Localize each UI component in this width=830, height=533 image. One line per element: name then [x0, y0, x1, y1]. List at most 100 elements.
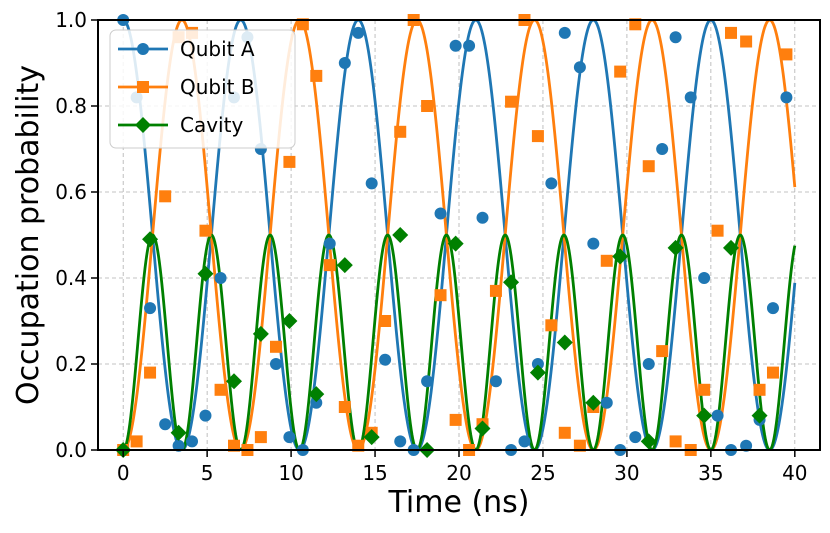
data-point-qubit-a — [684, 91, 697, 104]
data-point-qubit-a — [283, 431, 296, 444]
data-point-qubit-a — [269, 358, 282, 370]
x-tick-label: 35 — [698, 461, 723, 485]
y-tick-label: 0.8 — [55, 94, 87, 118]
data-point-qubit-a — [159, 418, 172, 431]
x-tick-label: 40 — [782, 461, 807, 485]
data-point-qubit-b — [629, 18, 642, 31]
data-point-qubit-a — [669, 31, 682, 44]
data-point-qubit-a — [711, 409, 724, 422]
data-point-cavity — [723, 239, 740, 256]
data-point-qubit-a — [338, 57, 351, 69]
data-point-cavity — [751, 407, 768, 424]
data-point-qubit-b — [421, 100, 434, 112]
data-point-qubit-b — [228, 439, 241, 452]
data-point-qubit-a — [518, 435, 531, 448]
data-point-qubit-a — [629, 431, 642, 444]
data-point-qubit-a — [449, 39, 462, 52]
data-point-qubit-a — [199, 409, 212, 422]
data-point-qubit-a — [421, 375, 434, 388]
legend-label: Qubit A — [180, 37, 255, 61]
x-tick-label: 10 — [278, 461, 303, 485]
data-point-qubit-a — [558, 26, 571, 39]
data-point-cavity — [529, 364, 546, 381]
data-point-qubit-b — [310, 69, 323, 82]
data-point-cavity — [336, 257, 353, 274]
x-axis-label: Time (ns) — [387, 485, 529, 520]
data-point-qubit-a — [310, 396, 323, 409]
data-point-qubit-b — [449, 413, 462, 426]
data-point-qubit-a — [394, 435, 407, 448]
legend-marker — [135, 117, 151, 133]
data-point-qubit-a — [531, 358, 544, 370]
data-point-cavity — [474, 420, 491, 437]
data-point-cavity — [226, 373, 243, 390]
data-point-qubit-b — [505, 95, 518, 108]
x-tick-label: 25 — [530, 461, 555, 485]
data-point-qubit-b — [698, 383, 711, 396]
data-point-qubit-a — [172, 439, 185, 452]
legend: Qubit A Qubit B Cavity — [109, 29, 296, 149]
data-point-cavity — [308, 386, 325, 403]
data-point-qubit-b — [269, 340, 282, 353]
data-point-qubit-b — [214, 383, 227, 396]
data-point-qubit-b — [283, 155, 296, 168]
y-tick-label: 0.4 — [55, 266, 87, 290]
legend-box — [109, 29, 296, 149]
y-tick-label: 0.0 — [55, 438, 87, 462]
data-point-qubit-a — [573, 61, 586, 74]
y-axis-label: Occupation probability — [11, 65, 46, 405]
data-point-qubit-b — [766, 366, 779, 379]
data-point-qubit-a — [545, 177, 558, 190]
data-point-qubit-a — [365, 177, 378, 190]
data-point-qubit-b — [573, 439, 586, 452]
data-point-qubit-b — [545, 319, 558, 332]
y-axis-ticks: 0.0 0.2 0.4 0.6 0.8 1.0 — [55, 8, 98, 462]
data-point-cavity — [170, 424, 187, 441]
data-point-cavity — [667, 239, 684, 256]
data-point-qubit-a — [489, 375, 502, 388]
y-tick-label: 1.0 — [55, 8, 87, 32]
data-point-qubit-b — [740, 35, 753, 48]
y-tick-label: 0.6 — [55, 180, 87, 204]
data-point-cavity — [281, 313, 298, 329]
data-point-qubit-a — [214, 272, 227, 284]
data-point-cavity — [696, 407, 713, 424]
data-point-qubit-b — [558, 426, 571, 439]
data-point-cavity — [392, 227, 409, 243]
data-point-qubit-b — [642, 160, 655, 173]
data-point-qubit-b — [489, 284, 502, 297]
data-point-qubit-b — [434, 289, 447, 302]
data-point-cavity — [556, 334, 573, 351]
x-tick-label: 0 — [117, 461, 130, 485]
data-point-qubit-b — [159, 190, 172, 203]
data-point-qubit-b — [600, 254, 613, 267]
data-point-qubit-a — [740, 439, 753, 452]
x-tick-label: 15 — [362, 461, 387, 485]
data-point-qubit-a — [780, 91, 793, 104]
x-tick-label: 5 — [201, 461, 214, 485]
data-point-qubit-a — [379, 353, 392, 366]
data-point-qubit-b — [352, 439, 365, 452]
data-point-qubit-a — [600, 396, 613, 409]
data-point-qubit-a — [656, 143, 669, 155]
y-tick-label: 0.2 — [55, 352, 87, 376]
data-point-qubit-a — [476, 211, 489, 224]
data-point-qubit-b — [323, 259, 336, 272]
data-point-qubit-a — [352, 26, 365, 39]
data-point-cavity — [612, 248, 629, 265]
data-point-cavity — [447, 235, 464, 252]
legend-entries: Qubit A Qubit B Cavity — [118, 37, 255, 137]
data-point-qubit-b — [394, 125, 407, 138]
data-point-qubit-b — [379, 315, 392, 327]
data-point-qubit-b — [711, 224, 724, 237]
legend-marker — [137, 81, 149, 93]
data-point-cavity — [252, 325, 269, 342]
data-point-qubit-b — [669, 435, 682, 448]
data-point-cavity — [142, 231, 159, 248]
data-point-cavity — [585, 394, 602, 411]
data-point-qubit-b — [144, 366, 157, 379]
x-axis-ticks: 0 5 10 15 20 25 30 35 40 — [117, 450, 808, 485]
x-tick-label: 20 — [446, 461, 471, 485]
data-point-qubit-a — [587, 237, 600, 250]
